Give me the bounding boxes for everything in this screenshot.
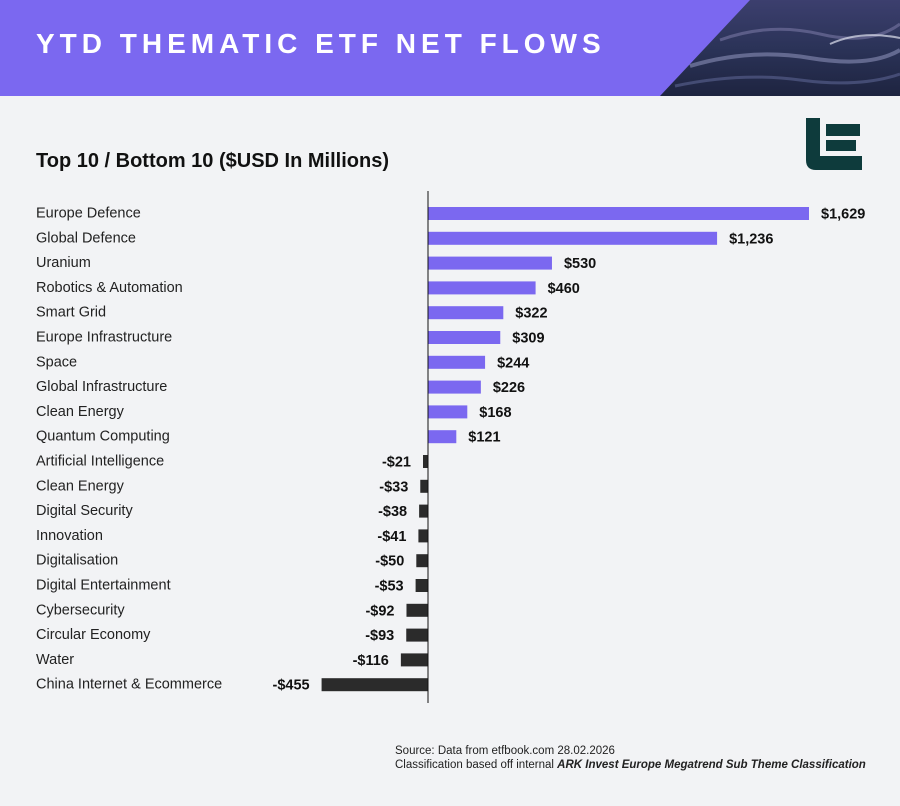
value-label: -$116	[353, 653, 389, 669]
value-label: $1,629	[821, 207, 865, 223]
bar	[428, 355, 486, 369]
value-label: $1,236	[729, 231, 773, 247]
category-label: Clean Energy	[36, 404, 125, 420]
category-label: China Internet & Ecommerce	[36, 677, 222, 693]
value-label: $121	[468, 430, 500, 446]
bar	[428, 281, 536, 295]
category-label: Robotics & Automation	[36, 280, 183, 296]
source-line: Source: Data from etfbook.com 28.02.2026	[395, 745, 615, 757]
category-label: Global Defence	[36, 230, 136, 246]
category-label: Space	[36, 354, 77, 370]
bar	[428, 380, 481, 394]
category-label: Artificial Intelligence	[36, 454, 164, 470]
category-label: Europe Infrastructure	[36, 330, 172, 346]
classification-line: Classification based off internal ARK In…	[395, 758, 866, 772]
value-label: $309	[512, 331, 544, 347]
value-label: -$21	[382, 455, 411, 471]
category-label: Uranium	[36, 255, 91, 271]
value-label: $168	[479, 405, 511, 421]
value-label: -$38	[378, 504, 407, 520]
bar	[428, 405, 468, 419]
bar	[400, 653, 428, 667]
category-label: Clean Energy	[36, 478, 125, 494]
classification-prefix: Classification based off internal	[395, 759, 558, 771]
value-label: $530	[564, 256, 596, 272]
bar	[428, 207, 809, 220]
bar	[321, 678, 428, 692]
category-label: Quantum Computing	[36, 429, 170, 445]
bar	[420, 479, 428, 493]
category-label: Smart Grid	[36, 305, 106, 321]
bar	[423, 455, 428, 468]
value-label: $322	[515, 306, 547, 322]
value-label: -$41	[377, 529, 406, 545]
value-label: -$455	[272, 678, 309, 694]
category-label: Water	[36, 652, 74, 668]
category-label: Digital Security	[36, 503, 133, 519]
header-banner: YTD THEMATIC ETF NET FLOWS	[0, 0, 900, 96]
value-label: $244	[497, 355, 529, 371]
bar	[428, 430, 457, 444]
classification-name: ARK Invest Europe Megatrend Sub Theme Cl…	[557, 759, 866, 771]
bar	[428, 256, 552, 270]
category-label: Digital Entertainment	[36, 578, 171, 594]
value-label: -$92	[365, 603, 394, 619]
bar	[428, 231, 718, 245]
bar	[418, 529, 428, 543]
bar	[428, 331, 501, 344]
chart-title: Top 10 / Bottom 10 ($USD In Millions)	[36, 150, 389, 172]
value-label: $460	[548, 281, 580, 297]
value-label: -$50	[375, 554, 404, 570]
category-label: Europe Defence	[36, 206, 141, 222]
bar	[428, 306, 504, 320]
value-label: -$53	[375, 579, 404, 595]
category-label: Circular Economy	[36, 627, 151, 643]
bar	[416, 554, 428, 568]
bar	[419, 504, 428, 518]
value-label: -$93	[365, 628, 394, 644]
value-label: -$33	[379, 479, 408, 495]
bar	[406, 628, 428, 642]
bar	[406, 603, 428, 617]
etfbook-e-logo-icon	[806, 118, 862, 170]
bar	[415, 579, 428, 592]
category-label: Cybersecurity	[36, 602, 125, 618]
source-note: Source: Data from etfbook.com 28.02.2026…	[395, 744, 866, 772]
category-label: Global Infrastructure	[36, 379, 167, 395]
sea-wave-image	[660, 0, 900, 96]
category-label: Digitalisation	[36, 553, 118, 569]
value-label: $226	[493, 380, 525, 396]
page-title: YTD THEMATIC ETF NET FLOWS	[36, 28, 606, 59]
category-label: Innovation	[36, 528, 103, 544]
